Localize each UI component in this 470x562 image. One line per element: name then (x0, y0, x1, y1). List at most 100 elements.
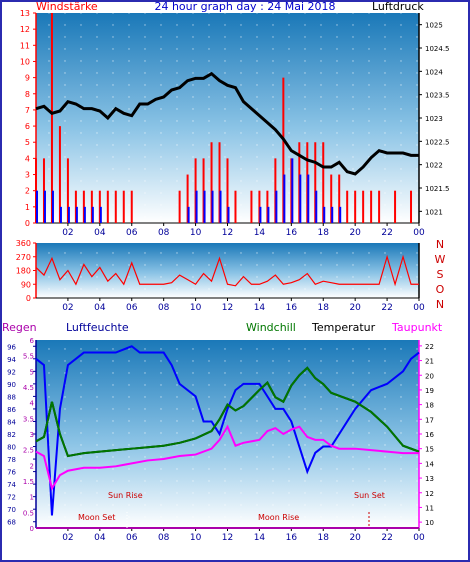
humidity-tick-label: 78 (7, 456, 16, 464)
hour-label: 14 (254, 228, 266, 238)
annotation-sun-rise: Sun Rise (108, 491, 143, 500)
hour-label: 08 (158, 303, 170, 313)
humidity-tick-label: 90 (7, 381, 16, 389)
wind-tick-label: 7 (25, 106, 30, 115)
temp-tick-label: 19 (425, 387, 434, 395)
rain-tick-label: 4.5 (23, 384, 34, 392)
humidity-tick-label: 76 (7, 469, 16, 477)
hour-label: 18 (318, 228, 330, 238)
wind-tick-label: 13 (20, 9, 30, 18)
annotation-moon-set: Moon Set (78, 513, 115, 522)
series-luftfeuchte (35, 345, 420, 516)
rain-tick-label: 2 (30, 462, 34, 470)
humidity-tick-label: 74 (7, 481, 16, 489)
pressure-tick-label: 1024 (425, 68, 443, 76)
compass-label: O (436, 283, 445, 296)
humidity-tick-label: 84 (7, 418, 16, 426)
compass-label: N (436, 298, 444, 311)
wind-direction-line (35, 254, 419, 287)
hour-label: 12 (222, 533, 233, 543)
direction-tick-label: 270 (16, 253, 31, 262)
wind-tick-label: 4 (25, 154, 30, 163)
compass-label: S (437, 268, 444, 281)
temp-tick-label: 15 (425, 446, 434, 454)
series-taupunkt (35, 424, 419, 491)
hour-label: 00 (413, 533, 425, 543)
temp-tick-label: 17 (425, 416, 434, 424)
hour-label: 16 (286, 228, 298, 238)
rain-tick-label: 1 (30, 494, 34, 502)
hour-label: 00 (413, 228, 425, 238)
rain-tick-label: 0.5 (23, 509, 34, 517)
hour-label: 04 (94, 533, 106, 543)
temp-tick-label: 22 (425, 343, 434, 351)
rain-tick-label: 3 (30, 431, 34, 439)
rain-tick-label: 6 (30, 337, 35, 345)
hour-label: 10 (190, 228, 202, 238)
hour-label: 02 (62, 303, 73, 313)
pressure-line (35, 71, 419, 176)
humidity-tick-label: 92 (7, 368, 16, 376)
humidity-tick-label: 72 (7, 494, 16, 502)
pressure-tick-label: 1023 (425, 115, 443, 123)
temp-tick-label: 21 (425, 358, 434, 366)
hour-label: 02 (62, 228, 73, 238)
temp-tick-label: 14 (425, 460, 434, 468)
hour-label: 16 (286, 533, 298, 543)
humidity-tick-label: 88 (7, 393, 16, 401)
rain-tick-label: 1.5 (23, 478, 34, 486)
direction-tick-label: 90 (21, 280, 31, 289)
pressure-tick-label: 1024.5 (425, 45, 450, 53)
header-right-label: Luftdruck (372, 0, 424, 13)
compass-label: N (436, 238, 444, 251)
humidity-tick-label: 96 (7, 343, 16, 351)
hour-label: 12 (222, 228, 233, 238)
humidity-tick-label: 70 (7, 506, 16, 514)
pressure-tick-label: 1025 (425, 22, 443, 30)
wind-tick-label: 9 (25, 74, 30, 83)
legend-temperature: Temperatur (311, 321, 376, 334)
pressure-tick-label: 1021 (425, 208, 443, 216)
header-left-label: Windstärke (36, 0, 98, 13)
wind-tick-label: 8 (25, 90, 30, 99)
hour-label: 06 (126, 533, 138, 543)
hour-label: 04 (94, 303, 106, 313)
panel2-grid (36, 243, 419, 298)
pressure-tick-label: 1021.5 (425, 185, 450, 193)
hour-label: 20 (349, 303, 361, 313)
hour-label: 02 (62, 533, 73, 543)
legend-windchill: Windchill (246, 321, 296, 334)
annotation-sun-set: Sun Set (354, 491, 385, 500)
humidity-tick-label: 86 (7, 406, 16, 414)
temp-tick-label: 11 (425, 504, 434, 512)
hour-label: 12 (222, 303, 233, 313)
humidity-tick-label: 94 (7, 356, 16, 364)
temp-tick-label: 20 (425, 372, 434, 380)
wind-tick-label: 1 (25, 203, 30, 212)
temp-tick-label: 13 (425, 475, 434, 483)
hour-label: 20 (349, 533, 361, 543)
direction-tick-label: 360 (16, 239, 31, 248)
wind-tick-label: 3 (25, 171, 30, 180)
rain-tick-label: 2.5 (23, 447, 34, 455)
annotation-moon-rise: Moon Rise (258, 513, 299, 522)
hour-label: 06 (126, 228, 138, 238)
series-windchill (35, 366, 420, 458)
panel3-grid (36, 340, 419, 528)
legend-humidity: Luftfeuchte (66, 321, 129, 334)
rain-tick-label: 3.5 (23, 415, 34, 423)
humidity-tick-label: 68 (7, 519, 16, 527)
hour-label: 10 (190, 303, 202, 313)
legend-rain: Regen (2, 321, 37, 334)
rain-tick-label: 0 (30, 525, 34, 533)
hour-label: 18 (318, 303, 330, 313)
hour-label: 00 (413, 303, 425, 313)
rain-tick-label: 5.5 (23, 353, 34, 361)
temp-tick-label: 12 (425, 490, 434, 498)
hour-label: 04 (94, 228, 106, 238)
hour-label: 20 (349, 228, 361, 238)
temp-tick-label: 18 (425, 402, 434, 410)
wind-tick-label: 0 (25, 219, 30, 228)
